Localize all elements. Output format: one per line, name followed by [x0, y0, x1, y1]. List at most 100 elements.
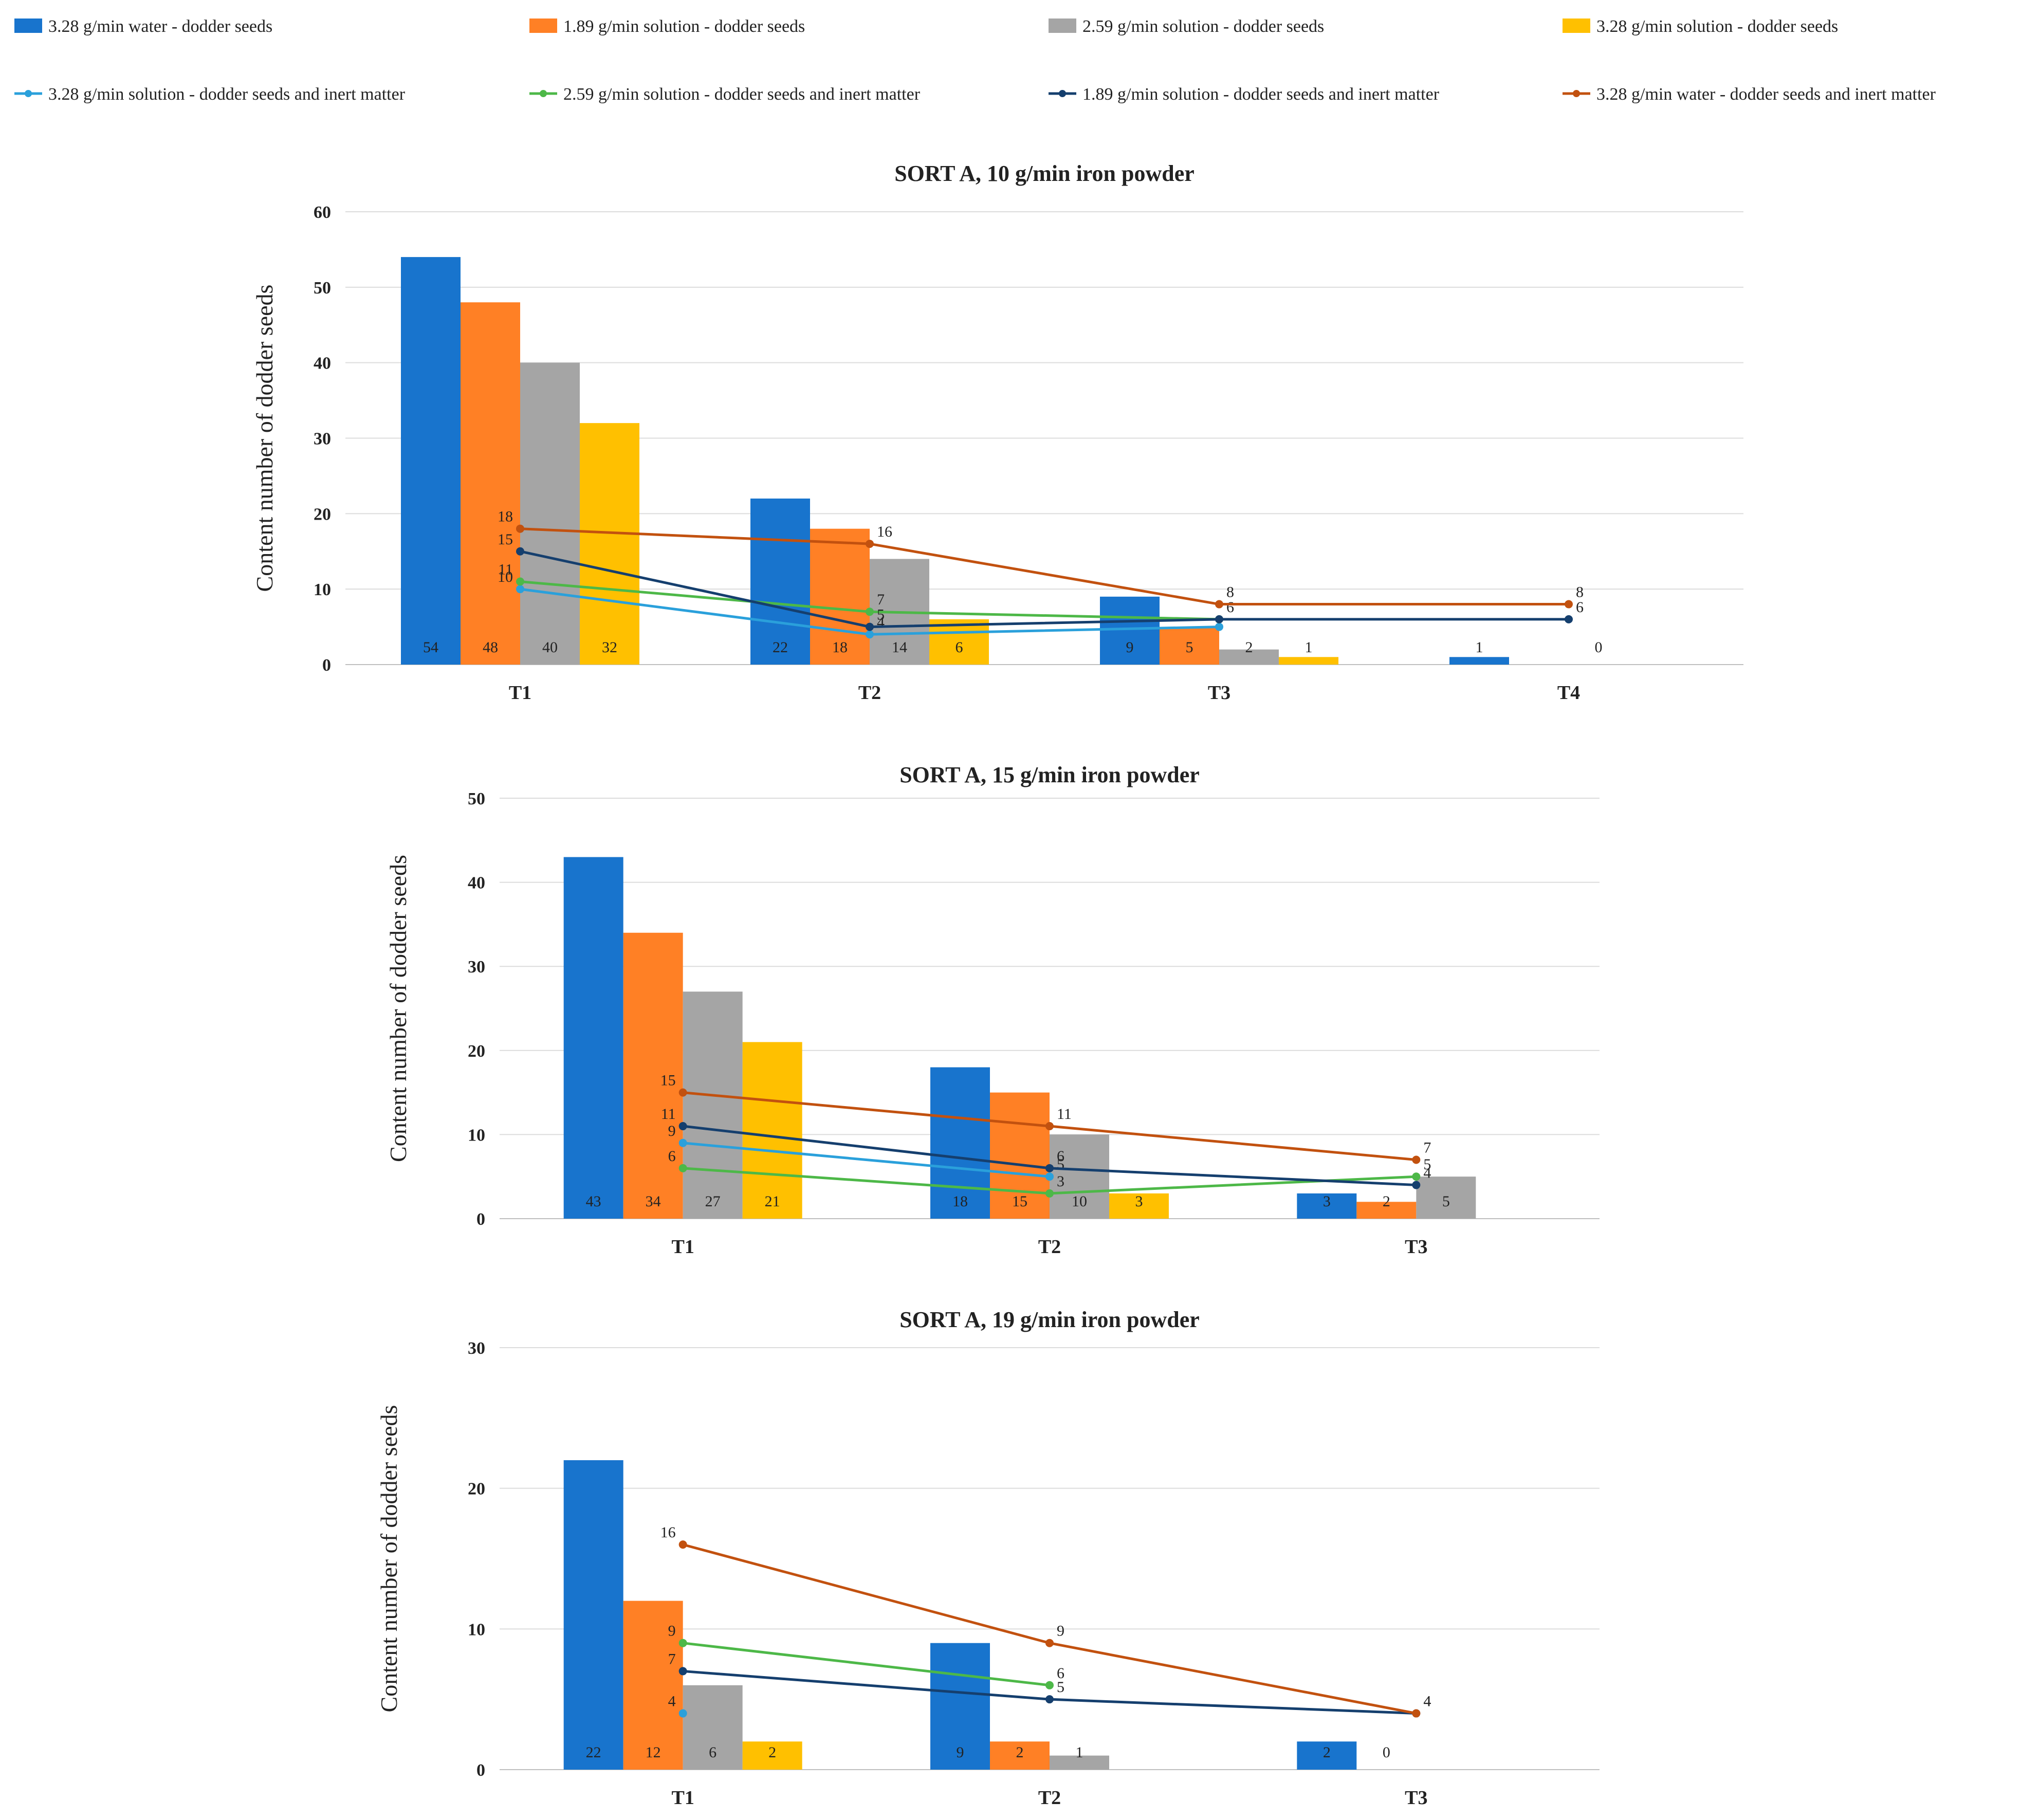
y-tick-label: 30 [314, 430, 331, 449]
bar [1449, 657, 1509, 665]
y-tick-label: 40 [468, 874, 485, 893]
y-axis-label: Content number of dodder seeds [251, 285, 278, 592]
y-tick-label: 20 [314, 505, 331, 524]
line-point [866, 608, 874, 616]
bar-data-label: 3 [1323, 1193, 1331, 1210]
bar-data-label: 32 [602, 639, 617, 656]
bar-data-label: 2 [1245, 639, 1253, 656]
x-tick-label: T3 [1208, 682, 1230, 704]
y-tick-label: 20 [468, 1480, 485, 1499]
line-data-label: 10 [498, 568, 513, 585]
line-point [678, 1088, 687, 1097]
y-tick-label: 10 [314, 580, 331, 599]
bar [563, 1460, 623, 1770]
series-line [683, 1142, 1050, 1178]
bar [1416, 1176, 1476, 1219]
line-point [678, 1138, 687, 1147]
line-data-label: 4 [1423, 1165, 1431, 1182]
bar-data-label: 12 [646, 1744, 661, 1761]
bar-data-label: 0 [1595, 639, 1603, 656]
bar-data-label: 48 [483, 639, 498, 656]
legend-label: 1.89 g/min solution - dodder seeds [563, 17, 805, 36]
line-data-label: 6 [1576, 599, 1584, 616]
line-point [1045, 1695, 1054, 1704]
bar-data-label: 40 [542, 639, 558, 656]
line-point [1045, 1122, 1054, 1131]
bar-data-label: 0 [1383, 1744, 1390, 1761]
line-point [1412, 1181, 1421, 1189]
line-data-label: 11 [1057, 1106, 1072, 1123]
bar-data-label: 43 [586, 1193, 601, 1210]
legend-label: 1.89 g/min solution - dodder seeds and i… [1082, 85, 1440, 104]
bar [990, 1092, 1050, 1219]
bar [1297, 1193, 1357, 1219]
y-tick-label: 60 [314, 203, 331, 222]
line-point [1215, 615, 1223, 623]
bar-data-label: 3 [1135, 1193, 1143, 1210]
bar-data-label: 18 [832, 639, 848, 656]
bar [742, 1741, 802, 1770]
bar [1109, 1193, 1169, 1219]
bar [461, 302, 520, 665]
legend-swatch [529, 19, 557, 33]
bar [750, 498, 810, 665]
line-data-label: 9 [1057, 1623, 1064, 1640]
line-point [1045, 1639, 1054, 1647]
bar-data-label: 5 [1442, 1193, 1450, 1210]
bar [990, 1741, 1050, 1770]
chart-title: SORT A, 15 g/min iron powder [899, 762, 1200, 787]
x-tick-label: T1 [671, 1236, 694, 1258]
line-point [1412, 1172, 1421, 1181]
line-point [866, 630, 874, 639]
bar [1100, 596, 1160, 665]
series-line [683, 1642, 1050, 1687]
y-tick-label: 0 [476, 1210, 485, 1229]
bar-data-label: 2 [768, 1744, 776, 1761]
line-data-label: 6 [668, 1148, 676, 1165]
series-line [520, 527, 1569, 606]
bar [810, 528, 870, 665]
line-data-label: 11 [498, 561, 513, 578]
bar [683, 991, 743, 1219]
line-data-label: 6 [1057, 1665, 1064, 1682]
line-point [1045, 1164, 1054, 1172]
legend-label: 3.28 g/min solution - dodder seeds and i… [48, 85, 406, 104]
bar-data-label: 27 [705, 1193, 721, 1210]
x-tick-label: T2 [1038, 1787, 1061, 1809]
legend: 3.28 g/min water - dodder seeds 1.89 g/mi… [14, 17, 1936, 104]
line-data-label: 9 [668, 1123, 676, 1139]
line-data-label: 5 [1057, 1679, 1064, 1696]
line-point [678, 1639, 687, 1647]
bar [623, 932, 683, 1219]
legend-label: 2.59 g/min solution - dodder seeds and i… [563, 85, 921, 104]
bar-data-label: 10 [1072, 1193, 1087, 1210]
line-point [1412, 1709, 1421, 1718]
legend-swatch [1049, 19, 1076, 33]
bar [1297, 1741, 1357, 1770]
line-data-label: 15 [498, 531, 513, 548]
chart-10-g-min: SORT A, 10 g/min iron powder010203040506… [251, 161, 1743, 704]
line-point [1565, 615, 1573, 623]
line-point [678, 1540, 687, 1549]
bar [563, 857, 623, 1219]
line-data-label: 9 [668, 1623, 676, 1640]
line-data-label: 8 [1576, 584, 1584, 601]
bar-data-label: 5 [1186, 639, 1193, 656]
bar [623, 1601, 683, 1770]
legend-marker [1573, 90, 1580, 97]
y-tick-label: 0 [476, 1761, 485, 1780]
legend-label: 3.28 g/min water - dodder seeds [48, 17, 272, 36]
line-point [866, 540, 874, 548]
x-tick-label: T3 [1405, 1787, 1427, 1809]
x-tick-label: T1 [671, 1787, 694, 1809]
bar [1219, 649, 1279, 665]
line-data-label: 5 [1423, 1156, 1431, 1173]
bar [1279, 657, 1338, 665]
legend-marker [25, 90, 32, 97]
line-data-label: 18 [498, 508, 513, 525]
bar-data-label: 9 [1126, 639, 1134, 656]
y-axis-label: Content number of dodder seeds [376, 1405, 402, 1713]
y-tick-label: 0 [322, 656, 331, 675]
line-point [516, 524, 524, 533]
y-axis-label: Content number of dodder seeds [385, 855, 411, 1162]
